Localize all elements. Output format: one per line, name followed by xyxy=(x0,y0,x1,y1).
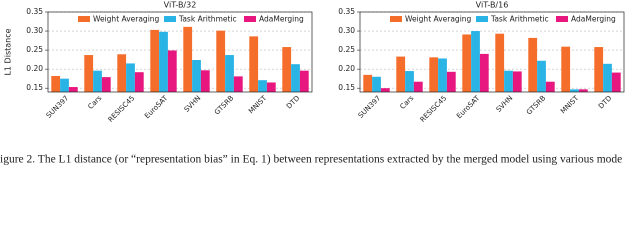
bar xyxy=(216,30,226,92)
bar xyxy=(545,81,555,92)
bar xyxy=(159,31,168,92)
bar xyxy=(578,89,588,92)
bar xyxy=(51,76,61,92)
y-tick-label: 0.15 xyxy=(338,83,355,92)
y-tick-label: 0.20 xyxy=(338,64,355,73)
x-tick-label: MNIST xyxy=(559,94,581,116)
legend-swatch xyxy=(556,16,568,22)
bar xyxy=(282,47,292,92)
bar xyxy=(413,81,423,92)
bar xyxy=(380,88,390,92)
legend-label: Weight Averaging xyxy=(93,15,160,24)
legend-label: Task Arithmetic xyxy=(178,15,237,24)
x-tick-label: SUN397 xyxy=(357,94,383,120)
legend-label: AdaMerging xyxy=(259,15,304,24)
bar xyxy=(570,89,579,92)
bar xyxy=(134,72,144,92)
legend-label: Task Arithmetic xyxy=(490,15,549,24)
axes-frame xyxy=(359,11,625,93)
bar xyxy=(291,64,300,92)
bar xyxy=(299,70,309,92)
y-tick-label: 0.25 xyxy=(26,45,43,54)
x-tick-label: GTSRB xyxy=(213,94,235,116)
bar xyxy=(462,34,472,92)
bar xyxy=(363,74,373,92)
figure: igure 2. The L1 distance (or “representa… xyxy=(0,1,625,166)
bar xyxy=(495,33,505,92)
bar xyxy=(429,57,439,92)
bar xyxy=(225,55,234,92)
bar xyxy=(101,77,111,92)
legend-swatch xyxy=(78,16,90,22)
x-tick-label: SVHN xyxy=(495,94,515,114)
legend-swatch xyxy=(164,16,176,22)
subplot-title: ViT-B/16 xyxy=(476,1,509,10)
bar xyxy=(200,70,210,92)
bar xyxy=(479,53,489,92)
bar xyxy=(446,71,456,92)
bars xyxy=(363,31,621,92)
legend-swatch xyxy=(390,16,402,22)
bar xyxy=(258,80,267,92)
bar xyxy=(561,46,571,92)
y-tick-label: 0.35 xyxy=(338,7,355,16)
y-tick-label: 0.15 xyxy=(26,83,43,92)
bar xyxy=(611,72,621,92)
bar xyxy=(249,36,259,92)
legend-label: Weight Averaging xyxy=(405,15,472,24)
bar xyxy=(438,58,447,92)
bar xyxy=(603,63,612,92)
legend-swatch xyxy=(244,16,256,22)
y-tick-label: 0.30 xyxy=(26,26,43,35)
bar xyxy=(233,76,243,92)
bar xyxy=(405,71,414,92)
x-tick-label: DTD xyxy=(285,94,301,110)
bar xyxy=(537,60,546,92)
subplot-title: ViT-B/32 xyxy=(164,1,197,10)
axes-frame xyxy=(47,11,313,93)
bar xyxy=(68,87,78,92)
x-tick-label: EuroSAT xyxy=(143,94,170,121)
bar xyxy=(528,37,538,92)
x-tick-label: GTSRB xyxy=(525,94,547,116)
x-tick-label: MNIST xyxy=(247,94,269,116)
bars xyxy=(51,26,309,92)
x-tick-label: RESISC45 xyxy=(107,94,137,124)
x-tick-label: SUN397 xyxy=(45,94,71,120)
bar xyxy=(84,55,94,92)
bar xyxy=(594,47,604,92)
x-tick-label: SVHN xyxy=(183,94,203,114)
bar xyxy=(126,63,135,92)
bar xyxy=(192,60,201,92)
bar xyxy=(60,78,69,92)
y-axis-label: L1 Distance xyxy=(4,28,13,75)
y-tick-label: 0.20 xyxy=(26,64,43,73)
bar xyxy=(504,70,513,92)
legend-swatch xyxy=(476,16,488,22)
bar xyxy=(372,76,381,92)
caption: igure 2. The L1 distance (or “representa… xyxy=(0,154,622,166)
x-tick-label: RESISC45 xyxy=(419,94,449,124)
bar xyxy=(183,26,193,92)
bar xyxy=(93,70,102,92)
y-tick-label: 0.25 xyxy=(338,45,355,54)
x-tick-label: Cars xyxy=(399,94,416,111)
y-tick-label: 0.35 xyxy=(26,7,43,16)
bar xyxy=(167,50,177,92)
bar xyxy=(471,31,480,92)
x-tick-label: DTD xyxy=(597,94,613,110)
bar xyxy=(150,29,160,92)
x-tick-label: Cars xyxy=(87,94,104,111)
x-tick-label: EuroSAT xyxy=(455,94,482,121)
bar xyxy=(266,82,276,92)
bar xyxy=(512,71,522,92)
bar xyxy=(396,56,406,92)
bar xyxy=(117,54,127,92)
y-tick-label: 0.30 xyxy=(338,26,355,35)
legend-label: AdaMerging xyxy=(571,15,616,24)
